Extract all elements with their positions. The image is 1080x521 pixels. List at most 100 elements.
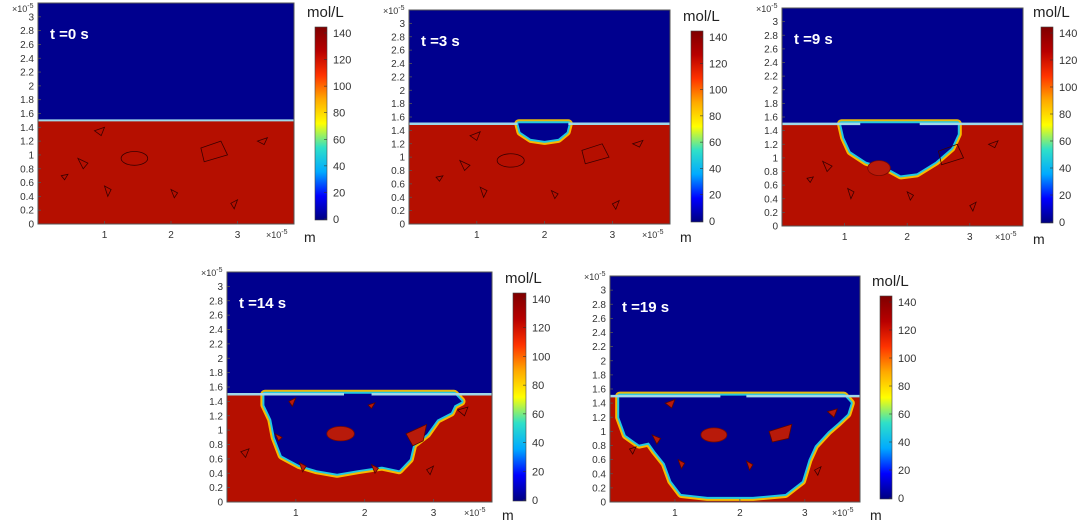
particle-outline	[806, 176, 815, 184]
y-tick-label: 3	[399, 19, 405, 30]
x-exponent-label: ×10-5	[642, 229, 664, 240]
colorbar-tick-label: 60	[709, 137, 721, 149]
y-tick-label: 2.8	[764, 31, 778, 42]
colorbar	[1040, 26, 1054, 224]
panel-title: t =0 s	[50, 26, 89, 43]
particle-outline	[120, 151, 149, 166]
x-tick-label: 3	[610, 230, 616, 241]
x-tick-label: 3	[802, 508, 808, 519]
y-exponent-label: ×10-5	[756, 3, 778, 14]
y-tick-label: 1.8	[391, 99, 405, 110]
particle-outline	[581, 143, 610, 165]
heatmap-area	[409, 10, 670, 224]
y-tick-label: 2	[28, 81, 34, 92]
colorbar-tick-label: 60	[333, 134, 345, 146]
y-tick-label: 0	[399, 220, 405, 231]
inclusion	[370, 463, 379, 475]
colorbar	[690, 30, 704, 223]
y-tick-label: 1.2	[592, 413, 606, 424]
panel-4: t =19 s 0 0.2 0.4 0.6 0.8 1 1.2 1.4 1.6 1.8 2 2.2 2.4…	[584, 271, 916, 521]
colorbar-tick-label: 120	[1059, 55, 1077, 67]
y-tick-label: 0.2	[391, 206, 405, 217]
particle-outline	[240, 448, 250, 459]
colorbar	[314, 26, 328, 221]
y-tick-label: 2.8	[592, 300, 606, 311]
y-tick-label: 2.6	[764, 44, 778, 55]
particle-outline	[469, 130, 481, 142]
depleted-region	[518, 123, 569, 141]
heatmap-area	[38, 3, 294, 224]
x-exponent-label: ×10-5	[995, 231, 1017, 242]
panel-2: t =9 s 0 0.2 0.4 0.6 0.8 1 1.2 1.4 1.6 1.8 2 2.2 2.4 2…	[756, 3, 1077, 247]
y-tick-label: 1.4	[764, 126, 778, 137]
particle-outline	[496, 153, 525, 168]
y-tick-label: 1.8	[764, 99, 778, 110]
colorbar	[879, 295, 893, 500]
inclusion	[298, 461, 307, 473]
y-tick-label: 2	[772, 85, 778, 96]
x-tick-label: 3	[431, 508, 437, 519]
particle-outline	[103, 185, 112, 198]
inclusion	[274, 432, 283, 442]
colorbar-tick-label: 140	[898, 297, 916, 309]
y-tick-label: 1.4	[391, 126, 405, 137]
x-exponent-label: ×10-5	[832, 507, 854, 518]
y-tick-label: 1	[28, 150, 34, 161]
depleted-region	[841, 123, 958, 176]
y-tick-label: 2.6	[391, 46, 405, 57]
particle-outline	[628, 446, 637, 455]
y-tick-label: 0.4	[20, 192, 34, 203]
y-tick-label: 3	[217, 282, 223, 293]
particle-outline	[60, 173, 69, 181]
x-tick-label: 1	[102, 230, 108, 241]
x-tick-label: 3	[967, 232, 973, 243]
colorbar-tick-label: 140	[532, 294, 550, 306]
inclusion	[405, 423, 428, 447]
inclusion	[677, 458, 686, 470]
inclusion	[745, 460, 754, 472]
y-tick-label: 2.4	[764, 58, 778, 69]
low-concentration-region	[610, 276, 860, 397]
y-tick-label: 0	[217, 498, 223, 509]
colorbar-tick-label: 120	[709, 58, 727, 70]
particle-outline	[821, 160, 833, 173]
low-concentration-region	[38, 3, 294, 121]
colorbar-tick-label: 20	[1059, 190, 1071, 202]
particle-outline	[435, 175, 444, 182]
y-tick-label: 1.4	[209, 397, 223, 408]
y-tick-label: 3	[600, 286, 606, 297]
x-tick-label: 2	[737, 508, 743, 519]
depleted-region	[264, 393, 462, 474]
y-tick-label: 0.2	[764, 208, 778, 219]
colorbar-tick-label: 0	[898, 493, 904, 505]
panel-title: t =19 s	[622, 299, 669, 316]
colorbar-tick-label: 40	[333, 161, 345, 173]
x-tick-label: 1	[293, 508, 299, 519]
y-tick-label: 1.6	[391, 113, 405, 124]
y-tick-label: 0.2	[592, 483, 606, 494]
y-tick-label: 0.4	[209, 469, 223, 480]
y-tick-label: 1.2	[20, 137, 34, 148]
y-tick-label: 1.6	[592, 385, 606, 396]
inclusion	[867, 160, 891, 176]
y-exponent-label: ×10-5	[584, 271, 606, 282]
x-tick-label: 1	[672, 508, 678, 519]
inclusion	[768, 423, 793, 443]
colorbar-tick-label: 100	[898, 353, 916, 365]
colorbar-tick-label: 40	[532, 438, 544, 450]
low-concentration-region	[409, 10, 670, 124]
particle-outline	[906, 191, 915, 201]
particle-outline	[847, 187, 855, 200]
colorbar-tick-label: 40	[898, 437, 910, 449]
x-axis-label: m	[680, 229, 692, 245]
inclusion	[367, 402, 376, 410]
y-exponent-label: ×10-5	[383, 5, 405, 16]
y-tick-label: 0.4	[391, 193, 405, 204]
y-tick-label: 0.8	[20, 164, 34, 175]
low-concentration-region	[782, 8, 1023, 124]
y-tick-label: 2.8	[391, 32, 405, 43]
particle-outline	[170, 188, 179, 199]
colorbar-tick-label: 60	[898, 409, 910, 421]
particle-outline	[969, 201, 977, 212]
colorbar-tick-label: 80	[709, 111, 721, 123]
